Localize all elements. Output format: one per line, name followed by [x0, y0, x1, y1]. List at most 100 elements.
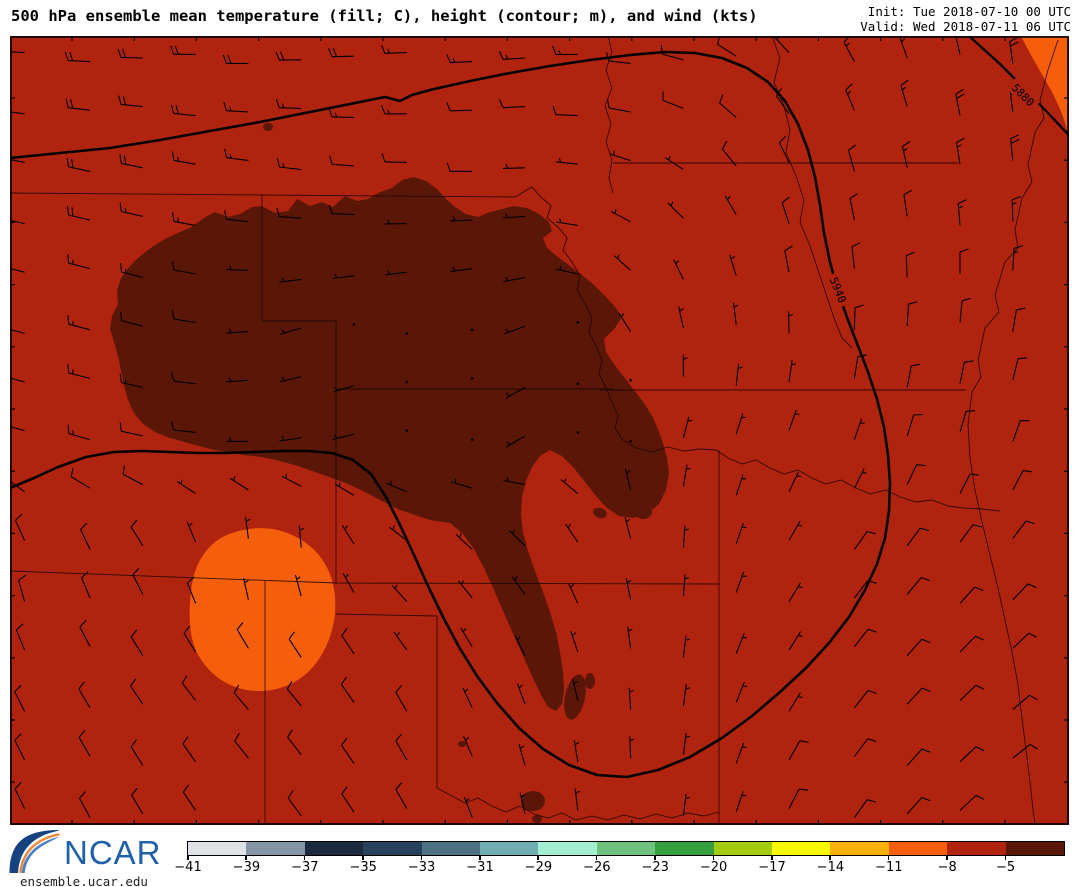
wind-barb-stroke — [234, 740, 249, 759]
wind-barb-stroke — [70, 99, 74, 109]
wind-barb-stroke — [563, 478, 567, 483]
wind-barb-stroke — [236, 629, 249, 649]
wind-barb-stroke — [668, 155, 671, 161]
wind-barb-stroke — [956, 144, 962, 148]
wind-barb-stroke — [332, 433, 355, 441]
wind-barb-stroke — [124, 379, 127, 384]
warm-core-spot — [585, 673, 595, 689]
wind-barb-stroke — [279, 107, 302, 109]
wind-barb-stroke — [721, 140, 728, 150]
wind-barb-stroke — [505, 213, 509, 218]
wind-barb-stroke — [845, 89, 855, 111]
wind-barb-stroke — [849, 193, 858, 199]
colorbar-segment-−41 — [188, 842, 247, 855]
wind-barb-stroke — [784, 245, 793, 252]
wind-barb-stroke — [906, 527, 921, 547]
wind-barb-stroke — [662, 53, 684, 61]
wind-barb-stroke — [913, 413, 923, 416]
colorbar-tick-label: −35 — [349, 860, 377, 875]
wind-barb-stroke — [344, 573, 349, 578]
wind-barb-stroke — [1012, 520, 1027, 539]
wind-barb-stroke — [503, 479, 526, 486]
wind-barb-stroke — [735, 523, 744, 545]
wind-barb-stroke — [66, 206, 70, 216]
wind-barb-stroke — [450, 268, 473, 273]
wind-barb-stroke — [959, 300, 963, 323]
wind-barb-stroke — [853, 418, 863, 440]
colorbar-tick — [771, 856, 773, 860]
calm-wind-dot — [470, 438, 474, 441]
wind-barb-stroke — [328, 108, 333, 118]
wind-barb-stroke — [906, 365, 912, 388]
wind-barb-stroke — [78, 681, 85, 690]
footer-bar: NCAR ensemble.ucar.edu −41 −39 −37 −35 −33 −3… — [0, 826, 1080, 887]
wind-barb-stroke — [334, 434, 338, 439]
wind-barb-stroke — [18, 580, 26, 602]
wind-barb-stroke — [673, 259, 684, 280]
wind-barb-stroke — [299, 527, 304, 531]
wind-barb-stroke — [900, 85, 908, 107]
wind-barb-stroke — [788, 740, 801, 761]
wind-barb-stroke — [608, 60, 631, 64]
wind-barb-stroke — [334, 273, 338, 279]
wind-barb-stroke — [170, 104, 175, 114]
wind-barb-stroke — [121, 382, 143, 388]
wind-barb-stroke — [279, 278, 302, 283]
colorbar-tick — [887, 856, 890, 860]
wind-barb-stroke — [556, 221, 578, 226]
wind-barb-stroke — [464, 688, 469, 693]
wind-barb-stroke — [961, 297, 971, 302]
wind-barb-stroke — [733, 304, 739, 308]
wind-barb-stroke — [234, 733, 240, 742]
colorbar-segment-−14 — [830, 842, 889, 855]
wind-barb-stroke — [182, 791, 197, 811]
wind-barb-stroke — [867, 738, 877, 743]
wind-barb-stroke — [341, 745, 355, 764]
wind-barb-stroke — [682, 732, 687, 755]
wind-barb-stroke — [518, 684, 523, 689]
wind-barb-stroke — [68, 214, 91, 221]
warm-core-spot — [146, 294, 156, 304]
wind-barb-stroke — [275, 98, 280, 108]
ncar-logo-swoosh — [9, 829, 60, 874]
wind-barb-stroke — [1016, 307, 1026, 311]
wind-barb-stroke — [1010, 41, 1019, 47]
wind-barb-stroke — [226, 268, 249, 271]
wind-barb-stroke — [183, 633, 197, 653]
wind-barb-stroke — [341, 627, 348, 636]
colorbar-tick-label: −41 — [174, 860, 202, 875]
wind-barb-stroke — [18, 574, 27, 581]
wind-barb-stroke — [452, 266, 456, 272]
wind-barb-stroke — [717, 43, 737, 57]
wind-barb-stroke — [180, 479, 183, 485]
wind-barb-stroke — [847, 90, 852, 95]
wind-barb-stroke — [79, 797, 91, 818]
wind-barb-stroke — [851, 246, 855, 269]
wind-barb-stroke — [67, 424, 70, 434]
wind-barb-stroke — [130, 636, 144, 656]
wind-barb-stroke — [224, 148, 228, 158]
wind-barb-stroke — [388, 526, 408, 541]
wind-barb-stroke — [799, 788, 809, 791]
wind-barb-stroke — [685, 687, 691, 690]
wind-barb-stroke — [503, 277, 526, 283]
wind-barb-stroke — [395, 789, 408, 809]
wind-barb-stroke — [395, 692, 408, 712]
wind-barb-stroke — [10, 219, 25, 225]
wind-barb-stroke — [183, 625, 191, 634]
wind-barb-stroke — [505, 163, 509, 169]
wind-barb-stroke — [571, 632, 577, 636]
wind-barb-stroke — [279, 437, 302, 442]
wind-barb-stroke — [233, 692, 249, 710]
wind-barb-stroke — [460, 627, 473, 647]
wind-barb-stroke — [460, 580, 465, 585]
wind-barb-stroke — [609, 153, 631, 162]
wind-barb-stroke — [921, 796, 931, 802]
wind-barb-stroke — [559, 218, 562, 223]
wind-barb-stroke — [68, 433, 91, 441]
wind-barb-stroke — [732, 302, 737, 325]
colorbar-segment-−26 — [596, 842, 656, 855]
colorbar-segment-−29 — [538, 842, 597, 855]
